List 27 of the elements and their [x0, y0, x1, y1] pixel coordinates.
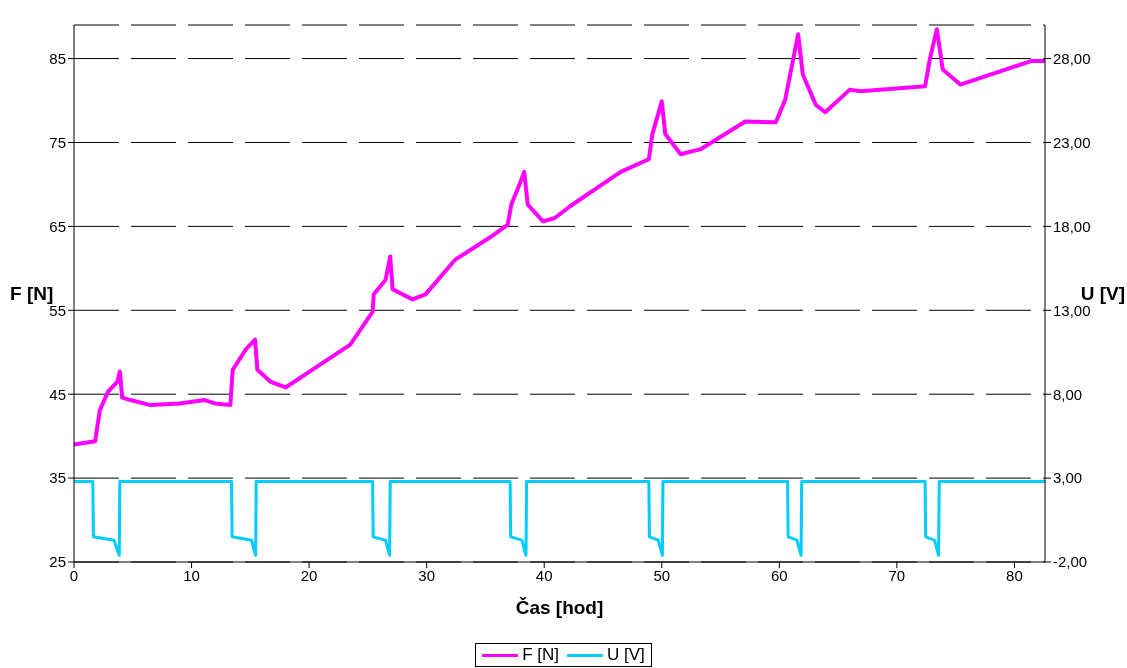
- y-tick-label: 45: [49, 385, 66, 403]
- x-tick-label: 20: [300, 566, 318, 584]
- y-tick-label: 85: [49, 49, 66, 67]
- y2-tick-label: 28,00: [1053, 49, 1091, 67]
- y-tick-label: 35: [49, 469, 66, 487]
- x-tick-label: 60: [770, 566, 788, 584]
- y2-tick-label: -2,00: [1053, 553, 1088, 571]
- x-tick-label: 30: [418, 566, 436, 584]
- line-series: [74, 27, 1045, 447]
- x-tick-label: 0: [69, 566, 79, 584]
- y2-tick-label: 23,00: [1053, 133, 1091, 151]
- legend-label: F [N]: [522, 645, 560, 665]
- y-tick-label: 25: [49, 553, 66, 571]
- x-tick-label: 70: [888, 566, 906, 584]
- legend-label: U [V]: [607, 645, 645, 665]
- line-series: [74, 479, 1045, 557]
- y2-tick-label: 18,00: [1053, 217, 1091, 235]
- y-tick-label: 75: [49, 133, 66, 151]
- x-tick-label: 40: [535, 566, 553, 584]
- y-axis-title: F [N]: [10, 283, 54, 305]
- y2-tick-label: 8,00: [1053, 385, 1083, 403]
- y2-tick-label: 3,00: [1053, 469, 1083, 487]
- y-tick-label: 65: [49, 217, 66, 235]
- x-axis-title: Čas [hod]: [515, 597, 604, 618]
- x-tick-label: 80: [1006, 566, 1023, 584]
- x-tick-label: 10: [183, 566, 200, 584]
- x-tick-label: 50: [653, 566, 671, 584]
